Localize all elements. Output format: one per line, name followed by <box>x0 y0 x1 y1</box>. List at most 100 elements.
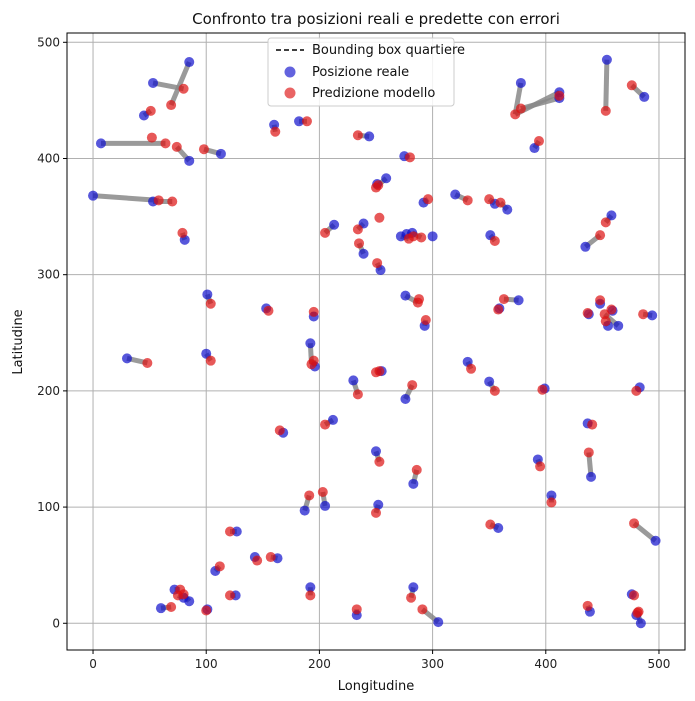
predicted-point <box>407 380 418 391</box>
predicted-point <box>317 486 328 497</box>
real-point <box>639 91 650 102</box>
real-point <box>400 290 411 301</box>
predicted-point <box>484 194 495 205</box>
real-point <box>606 210 617 221</box>
predicted-point <box>374 366 385 377</box>
predicted-point <box>537 384 548 395</box>
real-point <box>613 320 624 331</box>
predicted-point <box>153 195 164 206</box>
real-point <box>88 190 99 201</box>
predicted-point <box>145 105 156 116</box>
x-tick-label: 0 <box>89 657 97 671</box>
real-point <box>513 295 524 306</box>
real-point <box>373 499 384 510</box>
x-axis-title: Longitudine <box>338 679 415 694</box>
predicted-point <box>171 141 182 152</box>
real-point <box>294 116 305 127</box>
real-point <box>400 394 411 405</box>
real-point <box>515 77 526 88</box>
predicted-point <box>495 197 506 208</box>
error-line <box>92 193 159 203</box>
predicted-point <box>308 306 319 317</box>
predicted-point <box>374 456 385 467</box>
predicted-points <box>142 80 649 618</box>
predicted-point <box>626 80 637 91</box>
predicted-point <box>417 604 428 615</box>
predicted-point <box>352 130 363 141</box>
predicted-point <box>582 600 593 611</box>
real-point <box>484 376 495 387</box>
y-tick-label: 500 <box>37 35 60 49</box>
predicted-point <box>372 258 383 269</box>
legend-box <box>267 37 455 107</box>
error-line <box>603 59 610 111</box>
predicted-point <box>263 305 274 316</box>
real-point <box>299 505 310 516</box>
y-tick-label: 400 <box>37 151 60 165</box>
real-point <box>305 582 316 593</box>
real-point <box>184 57 195 68</box>
real-point <box>635 618 646 629</box>
chart-title: Confronto tra posizioni reali e predette… <box>192 10 560 28</box>
real-point <box>327 414 338 425</box>
predicted-point <box>406 592 417 603</box>
real-point <box>580 241 591 252</box>
y-tick-label: 200 <box>37 384 60 398</box>
predicted-point <box>631 385 642 396</box>
predicted-point <box>205 355 216 366</box>
predicted-point <box>600 105 611 116</box>
predicted-point <box>546 497 557 508</box>
predicted-point <box>595 230 606 241</box>
predicted-point <box>416 232 427 243</box>
axis-ticks: 0 100 200 300 400 500 0 100 200 300 400 500 <box>37 35 670 671</box>
real-point <box>601 54 612 65</box>
real-point <box>647 310 658 321</box>
predicted-point <box>270 126 281 137</box>
predicted-point <box>533 136 544 147</box>
real-point <box>348 375 359 386</box>
y-tick-label: 100 <box>37 500 60 514</box>
real-point <box>371 446 381 457</box>
real-point <box>433 617 444 628</box>
predicted-point <box>638 309 649 320</box>
real-point <box>586 471 597 482</box>
predicted-point <box>177 227 188 238</box>
predicted-point <box>600 217 611 228</box>
predicted-point <box>414 294 425 305</box>
real-point <box>202 289 213 300</box>
real-point <box>364 131 375 142</box>
predicted-point <box>404 152 415 163</box>
predicted-point <box>351 604 362 615</box>
predicted-point <box>371 507 381 518</box>
predicted-point <box>167 196 178 207</box>
real-point <box>358 248 369 259</box>
legend-pred-marker <box>284 87 296 99</box>
predicted-point <box>493 304 504 315</box>
real-point <box>148 77 159 88</box>
predicted-point <box>306 359 317 370</box>
real-point <box>184 155 195 166</box>
plot-frame <box>66 32 686 651</box>
predicted-point <box>408 231 419 242</box>
real-point <box>320 500 331 511</box>
y-tick-label: 300 <box>37 268 60 282</box>
predicted-point <box>224 590 235 601</box>
real-point <box>155 603 166 614</box>
predicted-point <box>201 605 212 616</box>
grid <box>67 33 685 650</box>
predicted-point <box>274 425 285 436</box>
real-point <box>427 231 438 242</box>
predicted-point <box>320 227 331 238</box>
predicted-point <box>535 461 546 472</box>
predicted-point <box>352 389 363 400</box>
predicted-point <box>595 295 606 306</box>
real-point <box>121 353 132 364</box>
x-tick-label: 200 <box>308 657 331 671</box>
predicted-point <box>462 195 473 206</box>
predicted-point <box>178 589 189 600</box>
legend-label-pred: Predizione modello <box>312 86 435 101</box>
predicted-point <box>633 606 644 617</box>
predicted-point <box>600 316 611 327</box>
real-point <box>493 522 504 533</box>
